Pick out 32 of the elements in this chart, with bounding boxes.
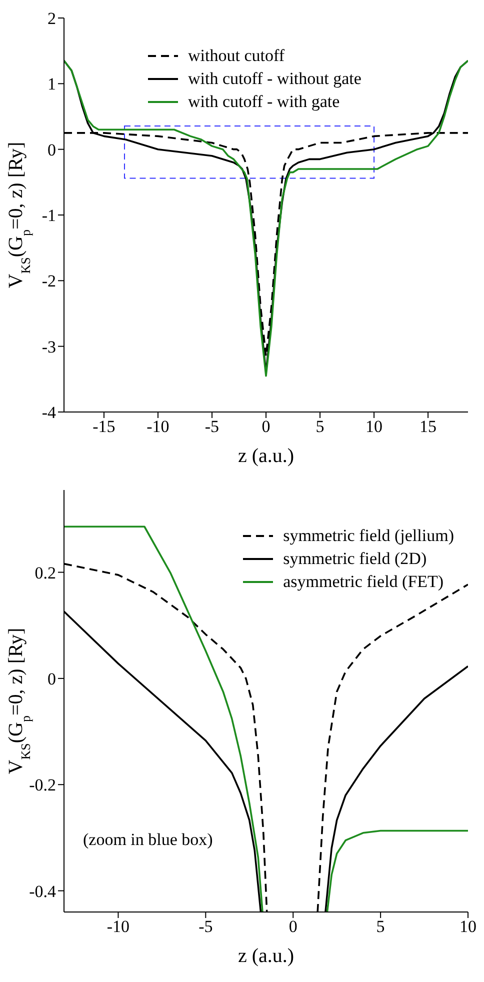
x-tick-label: 5 <box>376 917 385 936</box>
y-tick-label: -3 <box>42 337 56 356</box>
x-tick-label: -10 <box>146 417 170 436</box>
x-tick-label: 0 <box>288 917 298 936</box>
legend-label: symmetric field (2D) <box>283 548 427 570</box>
y-tick-label: 1 <box>48 74 56 94</box>
x-tick-label: -10 <box>106 917 130 936</box>
legend-label: with cutoff - without gate <box>188 68 362 90</box>
y-tick-label: 2 <box>48 9 56 28</box>
x-tick-label: 0 <box>262 417 270 436</box>
y-tick-label: -2 <box>42 272 56 291</box>
y-tick-label: 0 <box>48 140 56 160</box>
x-tick-label: 10 <box>366 417 383 436</box>
legend-label: asymmetric field (FET) <box>283 571 444 593</box>
annotation: (zoom in blue box) <box>83 830 213 850</box>
y-tick-label: 0 <box>48 669 56 688</box>
legend-label: with cutoff - with gate <box>188 91 340 113</box>
legend-label: without cutoff <box>188 45 284 67</box>
x-axis-title: z (a.u.) <box>238 945 294 967</box>
x-tick-label: 15 <box>420 417 437 436</box>
y-tick-label: -4 <box>42 403 56 422</box>
y-tick-label: -0.2 <box>29 776 56 795</box>
x-tick-label: 5 <box>316 417 324 436</box>
x-tick-label: -5 <box>204 417 220 436</box>
x-axis-title: z (a.u.) <box>238 445 294 467</box>
x-tick-label: 10 <box>460 917 476 936</box>
y-tick-label: 0.2 <box>34 563 56 582</box>
y-tick-label: -0.4 <box>29 882 56 901</box>
x-tick-label: -5 <box>198 917 213 936</box>
y-tick-label: -1 <box>42 206 56 226</box>
legend-label: symmetric field (jellium) <box>283 525 454 547</box>
x-tick-label: -15 <box>92 417 116 436</box>
